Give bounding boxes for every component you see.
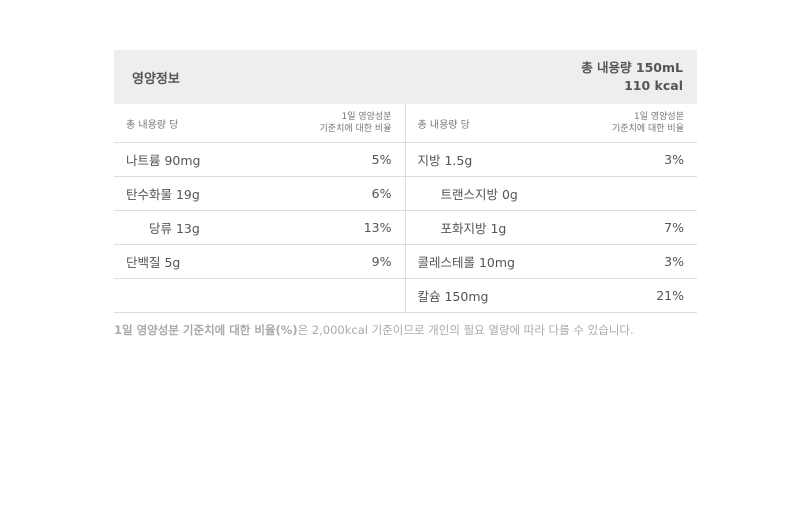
header-summary: 총 내용량 150mL 110 kcal (581, 59, 683, 95)
right-pct-column-label: 1일 영양성분 기준치에 대한 비율 (567, 104, 697, 143)
nutrient-saturated-fat: 포화지방 1g (405, 211, 567, 245)
table-row: 탄수화물 19g 6% 트랜스지방 0g (114, 177, 697, 211)
empty-pct-cell (280, 279, 405, 313)
footnote-text: 은 2,000kcal 기준이므로 개인의 필요 열량에 따라 다를 수 있습니… (298, 323, 634, 337)
table-row: 당류 13g 13% 포화지방 1g 7% (114, 211, 697, 245)
nutrient-sugar-pct: 13% (280, 211, 405, 245)
nutrient-trans-fat-pct (567, 177, 697, 211)
nutrient-protein-pct: 9% (280, 245, 405, 279)
nutrient-sodium-pct: 5% (280, 143, 405, 177)
nutrient-calcium: 칼슘 150mg (405, 279, 567, 313)
nutrient-cholesterol-pct: 3% (567, 245, 697, 279)
table-row: 나트륨 90mg 5% 지방 1.5g 3% (114, 143, 697, 177)
nutrient-fat: 지방 1.5g (405, 143, 567, 177)
nutrition-title: 영양정보 (132, 68, 180, 87)
nutrient-carbohydrate-pct: 6% (280, 177, 405, 211)
nutrient-sodium: 나트륨 90mg (114, 143, 280, 177)
nutrient-fat-pct: 3% (567, 143, 697, 177)
footnote-bold: 1일 영양성분 기준치에 대한 비율(%) (114, 323, 298, 337)
calories: 110 kcal (581, 77, 683, 95)
nutrient-sugar: 당류 13g (114, 211, 280, 245)
nutrition-header: 영양정보 총 내용량 150mL 110 kcal (114, 50, 697, 104)
table-row: 단백질 5g 9% 콜레스테롤 10mg 3% (114, 245, 697, 279)
right-pct-label-line1: 1일 영양성분 (567, 111, 684, 123)
right-column-label: 총 내용량 당 (405, 104, 567, 143)
left-column-label: 총 내용량 당 (114, 104, 280, 143)
nutrient-trans-fat: 트랜스지방 0g (405, 177, 567, 211)
nutrition-facts-panel: 영양정보 총 내용량 150mL 110 kcal 총 내용량 당 1일 영양성… (114, 50, 697, 313)
nutrient-protein: 단백질 5g (114, 245, 280, 279)
empty-cell (114, 279, 280, 313)
column-header-row: 총 내용량 당 1일 영양성분 기준치에 대한 비율 총 내용량 당 1일 영양… (114, 104, 697, 143)
nutrient-carbohydrate: 탄수화물 19g (114, 177, 280, 211)
right-pct-label-line2: 기준치에 대한 비율 (567, 123, 684, 135)
left-pct-column-label: 1일 영양성분 기준치에 대한 비율 (280, 104, 405, 143)
left-pct-label-line1: 1일 영양성분 (280, 111, 392, 123)
table-row: 칼슘 150mg 21% (114, 279, 697, 313)
nutrient-calcium-pct: 21% (567, 279, 697, 313)
total-volume: 총 내용량 150mL (581, 59, 683, 77)
nutrient-cholesterol: 콜레스테롤 10mg (405, 245, 567, 279)
nutrition-table: 총 내용량 당 1일 영양성분 기준치에 대한 비율 총 내용량 당 1일 영양… (114, 104, 697, 313)
nutrient-saturated-fat-pct: 7% (567, 211, 697, 245)
left-pct-label-line2: 기준치에 대한 비율 (280, 123, 392, 135)
footnote: 1일 영양성분 기준치에 대한 비율(%)은 2,000kcal 기준이므로 개… (114, 322, 634, 338)
